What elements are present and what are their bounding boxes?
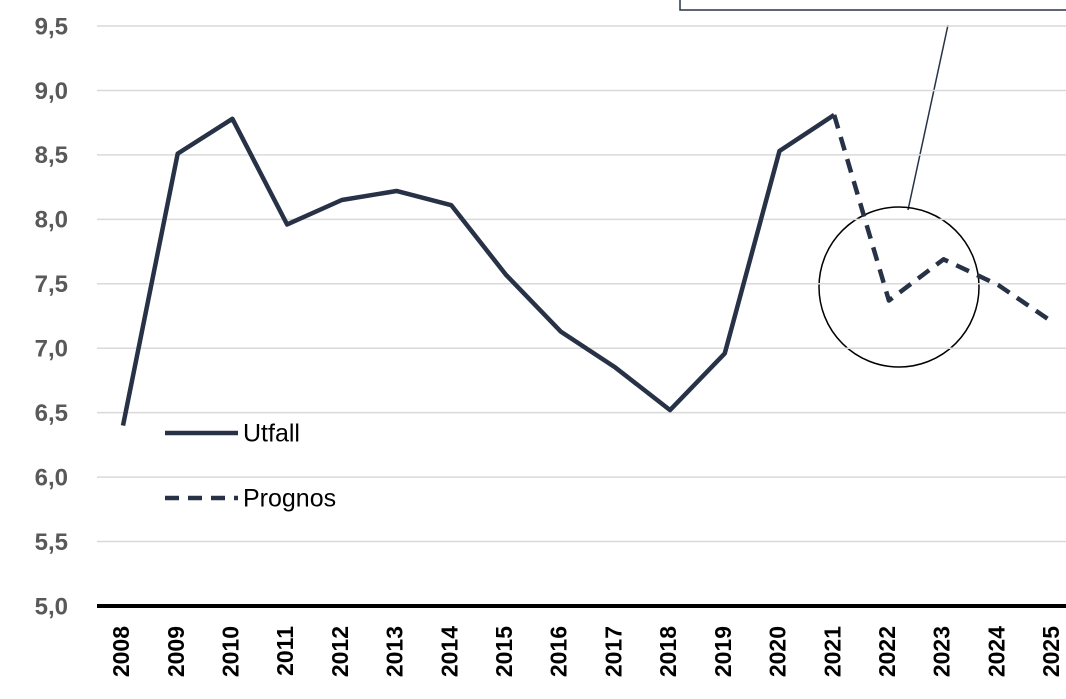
x-tick-label: 2013 <box>382 626 408 677</box>
annotation-box <box>679 0 1066 11</box>
x-tick-label: 2008 <box>108 626 134 677</box>
y-tick-label: 6,0 <box>35 464 68 491</box>
x-tick-label: 2024 <box>983 626 1009 677</box>
y-tick-label: 7,0 <box>35 336 68 363</box>
y-tick-label: 6,5 <box>35 400 68 427</box>
y-tick-label: 8,0 <box>35 207 68 234</box>
x-tick-label: 2009 <box>163 626 189 677</box>
x-tick-label: 2014 <box>436 626 462 677</box>
series-line <box>832 114 1055 325</box>
x-tick-label: 2012 <box>327 626 353 677</box>
x-tick-label: 2025 <box>1038 626 1064 677</box>
legend-label: Prognos <box>243 485 336 513</box>
x-tick-label: 2023 <box>929 626 955 677</box>
x-tick-label: 2020 <box>765 626 791 677</box>
x-tick-label: 2017 <box>600 626 626 677</box>
legend-label: Utfall <box>243 420 300 448</box>
series-line <box>120 113 836 426</box>
annotation-circle <box>818 206 980 368</box>
x-tick-label: 2018 <box>655 626 681 677</box>
annotation-pointer <box>907 24 949 211</box>
x-tick-label: 2015 <box>491 626 517 677</box>
x-tick-label: 2021 <box>819 626 845 677</box>
x-tick-label: 2010 <box>217 626 243 677</box>
y-tick-label: 9,0 <box>35 78 68 105</box>
x-tick-label: 2022 <box>874 626 900 677</box>
y-tick-label: 9,5 <box>35 13 68 40</box>
x-tick-label: 2016 <box>546 626 572 677</box>
y-tick-label: 5,5 <box>35 529 68 556</box>
plot: 5,0 5,5 6,0 6,5 7,0 7,5 8,0 8,5 9,0 9,5 2008 2009 20… <box>35 13 1066 677</box>
y-tick-label: 8,5 <box>35 142 68 169</box>
x-tick-label: 2019 <box>710 626 736 677</box>
y-tick-label: 7,5 <box>35 271 68 298</box>
y-tick-label: 5,0 <box>35 593 68 620</box>
x-tick-label: 2011 <box>272 626 298 676</box>
